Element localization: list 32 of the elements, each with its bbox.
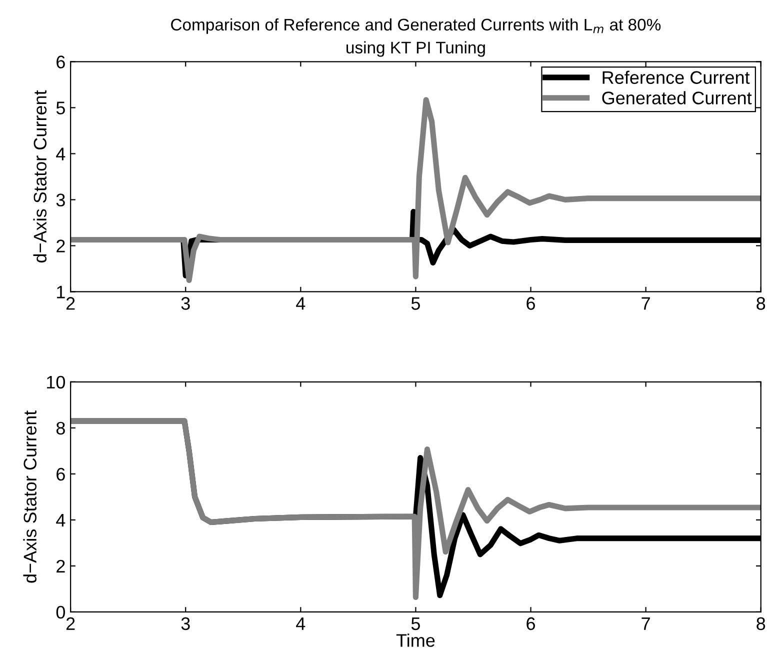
x-tick-label: 4 [296, 297, 306, 310]
x-tick-label: 8 [756, 297, 766, 310]
x-axis-title: Time [396, 634, 435, 647]
x-tick-label: 8 [756, 617, 766, 630]
x-tick-label: 5 [411, 297, 420, 310]
legend-label: Reference Current [602, 70, 750, 84]
y-tick-label: 4 [56, 148, 66, 160]
y-tick-label: 10 [47, 376, 65, 389]
y-tick-label: 4 [56, 514, 66, 526]
y-tick-label: 3 [56, 194, 65, 206]
y-tick-label: 2 [56, 240, 65, 252]
y-tick-label: 0 [56, 606, 65, 619]
y-tick-label: 2 [56, 560, 65, 572]
y-axis-title: d−Axis Stator Current [23, 410, 36, 583]
x-tick-label: 6 [526, 297, 535, 310]
x-tick-label: 2 [66, 297, 75, 310]
y-tick-label: 5 [56, 102, 65, 114]
x-tick-label: 3 [181, 297, 190, 310]
legend-label: Generated Current [602, 91, 752, 104]
x-tick-label: 4 [296, 617, 306, 630]
x-tick-label: 6 [526, 617, 535, 630]
y-tick-label: 6 [56, 56, 65, 68]
y-tick-label: 1 [57, 286, 65, 298]
x-tick-label: 2 [66, 617, 75, 630]
chart-title: Comparison of Reference and Generated Currents with L$_{m}$ at 80% using KT PI Tuning [171, 18, 661, 57]
x-tick-label: 7 [642, 297, 650, 310]
x-tick-label: 7 [642, 617, 650, 630]
x-tick-label: 5 [411, 617, 420, 630]
y-tick-label: 8 [56, 422, 65, 435]
y-tick-label: 6 [56, 468, 65, 481]
x-tick-label: 3 [181, 617, 190, 630]
y-axis-title: d−Axis Stator Current [33, 90, 47, 262]
